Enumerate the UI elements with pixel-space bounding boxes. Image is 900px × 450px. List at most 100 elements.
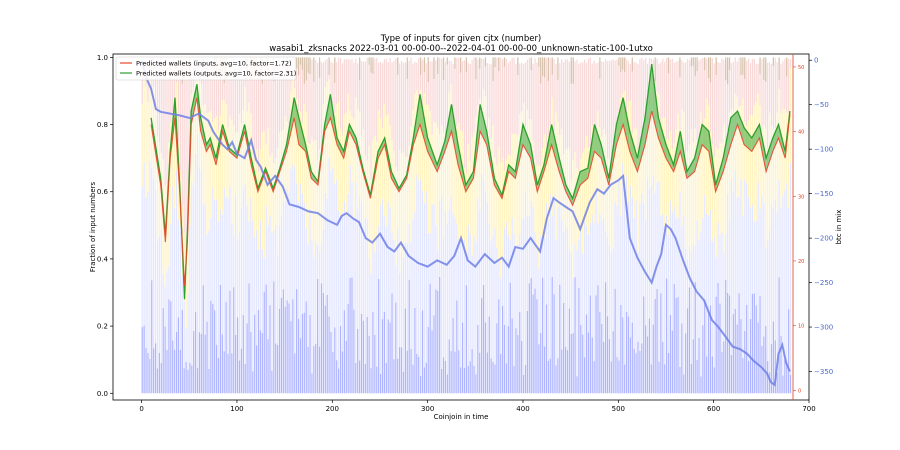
- bar-segment: [738, 107, 740, 197]
- bar-segment: [198, 332, 201, 394]
- bar-segment: [456, 300, 458, 394]
- bar-segment: [431, 135, 433, 205]
- bar-segment: [271, 153, 273, 234]
- bar-segment: [296, 58, 298, 99]
- bar-segment: [153, 178, 155, 349]
- bar-segment: [658, 361, 660, 394]
- bar-segment: [296, 183, 298, 290]
- bar-segment: [564, 225, 567, 347]
- bar-segment: [665, 57, 668, 139]
- bar-segment: [513, 233, 515, 366]
- bar-segment: [286, 121, 288, 189]
- bar-segment: [338, 368, 340, 394]
- bar-segment: [490, 63, 492, 139]
- bar-segment: [711, 58, 713, 145]
- bar-segment: [484, 192, 487, 323]
- bar-segment: [542, 148, 544, 238]
- fill-between-segment: [751, 124, 760, 152]
- bar-segment: [685, 62, 687, 153]
- bar-segment: [734, 170, 736, 310]
- fill-between-segment: [337, 137, 344, 159]
- bar-segment: [692, 141, 694, 244]
- bar-segment: [242, 188, 244, 316]
- bar-segment: [643, 60, 645, 118]
- bar-segment: [187, 62, 189, 218]
- bar-segment: [530, 62, 532, 120]
- bar-segment: [610, 361, 612, 394]
- bar-segment: [317, 62, 319, 160]
- bar-segment: [166, 63, 168, 184]
- bar-segment: [355, 182, 357, 363]
- bar-segment: [662, 213, 664, 342]
- bar-segment: [177, 219, 180, 318]
- bar-segment: [265, 59, 267, 145]
- bar-segment: [561, 220, 563, 350]
- bar-segment: [721, 231, 723, 352]
- bar-segment: [269, 156, 271, 216]
- bar-segment-top: [494, 57, 496, 67]
- bar-segment-top: [599, 57, 601, 79]
- bar-segment: [326, 198, 328, 295]
- bar-segment: [284, 200, 286, 307]
- bar-segment: [788, 113, 790, 208]
- bar-segment: [664, 364, 666, 394]
- bar-segment: [734, 57, 736, 94]
- bar-segment: [662, 117, 664, 214]
- bar-segment: [652, 72, 654, 176]
- bar-segment: [667, 352, 670, 394]
- bar-segment: [399, 273, 401, 348]
- bar-segment: [420, 179, 422, 376]
- bar-segment: [755, 219, 757, 306]
- bar-segment: [585, 225, 588, 315]
- red-tick-label: 40: [798, 130, 804, 136]
- bar-segment: [214, 62, 216, 119]
- bar-segment: [648, 318, 651, 394]
- bar-segment: [166, 349, 168, 394]
- bar-segment: [770, 126, 773, 205]
- bar-segment: [597, 285, 599, 394]
- bar-segment: [568, 61, 570, 149]
- bar-segment: [549, 358, 551, 394]
- bar-segment: [309, 144, 311, 209]
- bar-segment: [749, 207, 752, 319]
- bar-segment: [465, 251, 468, 286]
- bar-segment: [318, 61, 321, 150]
- bar-segment: [650, 58, 652, 69]
- bar-segment-top: [433, 57, 435, 80]
- bar-segment: [215, 344, 218, 394]
- bar-segment: [570, 180, 572, 253]
- bar-segment: [444, 361, 447, 394]
- bar-segment: [446, 374, 448, 394]
- bar-segment: [420, 375, 422, 394]
- bar-segment-top: [551, 57, 553, 75]
- bar-segment: [378, 110, 380, 226]
- bar-segment: [236, 240, 239, 318]
- bar-segment: [338, 101, 340, 211]
- bar-segment: [479, 59, 481, 99]
- bar-segment: [387, 319, 389, 394]
- bar-segment: [597, 62, 599, 112]
- bar-segment: [427, 233, 429, 327]
- bar-segment: [347, 193, 349, 304]
- bar-segment: [206, 113, 208, 235]
- bar-segment: [568, 308, 570, 394]
- bar-segment: [490, 358, 492, 394]
- bar-segment-top: [318, 57, 321, 78]
- bar-segment: [328, 316, 330, 394]
- bar-segment: [141, 186, 143, 328]
- bar-segment: [362, 129, 365, 232]
- bar-segment: [515, 63, 517, 135]
- bar-segment: [698, 137, 700, 239]
- bar-segment: [719, 303, 721, 394]
- bar-segment: [635, 353, 637, 394]
- bar-segment: [772, 208, 775, 322]
- bar-segment: [368, 258, 370, 336]
- bar-segment: [654, 192, 656, 299]
- bar-segment: [761, 194, 763, 346]
- bar-segment: [456, 126, 458, 224]
- bar-segment: [589, 295, 591, 394]
- bar-segment: [225, 196, 227, 302]
- y2-tick-label: −150: [814, 190, 833, 198]
- bar-segment: [721, 58, 723, 143]
- bar-segment: [768, 372, 771, 394]
